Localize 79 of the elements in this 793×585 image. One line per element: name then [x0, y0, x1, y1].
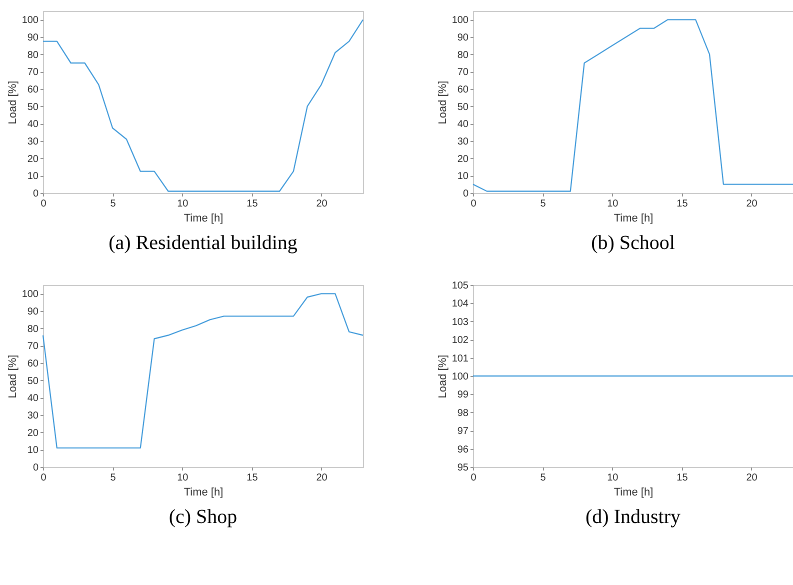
text: (d) Industry: [586, 506, 680, 528]
x-tick-label: 0: [470, 198, 477, 210]
y-tick-label: 97: [457, 426, 469, 438]
x-axis-title: Time [h]: [614, 212, 654, 224]
y-tick-label: 70: [457, 67, 469, 78]
y-tick-label: 50: [27, 102, 39, 113]
y-axis-title: Load [%]: [436, 354, 449, 398]
y-tick-label: 50: [457, 102, 469, 113]
y-tick-label: 10: [27, 171, 39, 182]
y-tick-label: 100: [22, 15, 39, 26]
text: (b) School: [591, 232, 676, 254]
x-tick-label: 15: [676, 472, 688, 484]
y-tick-label: 70: [27, 67, 39, 78]
y-tick-label: 96: [457, 444, 469, 456]
y-tick-label: 60: [457, 84, 469, 96]
y-tick-label: 100: [452, 372, 469, 382]
y-tick-label: 20: [27, 154, 39, 165]
y-tick-label: 100: [22, 289, 39, 300]
y-tick-label: 104: [452, 298, 469, 310]
y-tick-label: 60: [27, 358, 39, 370]
y-tick-label: 80: [27, 50, 39, 61]
x-tick-label: 20: [746, 472, 758, 484]
text: (c) Shop: [168, 506, 238, 528]
x-axis-title: Time [h]: [614, 486, 654, 498]
x-tick-label: 10: [607, 472, 619, 484]
y-tick-label: 40: [27, 393, 39, 404]
y-tick-label: 10: [27, 445, 39, 456]
y-tick-label: 103: [452, 316, 469, 328]
line-series: [42, 293, 364, 449]
x-tick-label: 10: [177, 198, 189, 210]
y-tick-label: 30: [457, 136, 469, 148]
x-tick-label: 15: [676, 198, 688, 210]
x-tick-label: 20: [746, 198, 758, 210]
text: (a) Residential building: [108, 232, 298, 254]
y-tick-label: 0: [32, 188, 39, 200]
y-tick-label: 102: [452, 335, 469, 346]
line-series: [42, 19, 364, 192]
y-axis-title: Load [%]: [6, 354, 19, 398]
line-series: [472, 19, 793, 192]
y-tick-label: 98: [457, 408, 469, 419]
y-tick-label: 95: [457, 462, 469, 474]
x-tick-label: 0: [40, 198, 47, 210]
y-tick-label: 100: [452, 15, 469, 26]
x-tick-label: 0: [470, 472, 477, 484]
x-axis-title: Time [h]: [184, 486, 224, 498]
x-tick-label: 20: [316, 472, 328, 484]
x-axis-title: Time [h]: [184, 212, 224, 224]
y-tick-label: 90: [457, 32, 469, 44]
x-tick-label: 5: [110, 198, 116, 210]
y-axis-title: Load [%]: [6, 80, 19, 124]
x-tick-label: 20: [316, 198, 328, 210]
x-tick-label: 5: [540, 472, 546, 484]
y-axis-title: Load [%]: [436, 80, 449, 124]
x-tick-label: 0: [40, 472, 47, 484]
y-tick-label: 99: [457, 390, 469, 401]
x-tick-label: 15: [246, 198, 258, 210]
y-tick-label: 101: [452, 353, 469, 364]
y-tick-label: 70: [27, 341, 39, 352]
y-tick-label: 80: [457, 50, 469, 61]
x-tick-label: 5: [540, 198, 546, 210]
y-tick-label: 90: [27, 32, 39, 44]
y-tick-label: 105: [452, 280, 469, 292]
x-tick-label: 10: [607, 198, 619, 210]
y-tick-label: 0: [32, 462, 39, 474]
y-tick-label: 30: [27, 136, 39, 148]
x-tick-label: 15: [246, 472, 258, 484]
x-tick-label: 10: [177, 472, 189, 484]
y-tick-label: 20: [457, 154, 469, 165]
y-tick-label: 40: [457, 119, 469, 130]
x-tick-label: 5: [110, 472, 116, 484]
y-tick-label: 20: [27, 428, 39, 439]
y-tick-label: 0: [462, 188, 469, 200]
y-tick-label: 40: [27, 119, 39, 130]
y-tick-label: 90: [27, 306, 39, 318]
y-tick-label: 80: [27, 324, 39, 335]
y-tick-label: 50: [27, 376, 39, 387]
y-tick-label: 10: [457, 171, 469, 182]
y-tick-label: 30: [27, 410, 39, 422]
y-tick-label: 60: [27, 84, 39, 96]
